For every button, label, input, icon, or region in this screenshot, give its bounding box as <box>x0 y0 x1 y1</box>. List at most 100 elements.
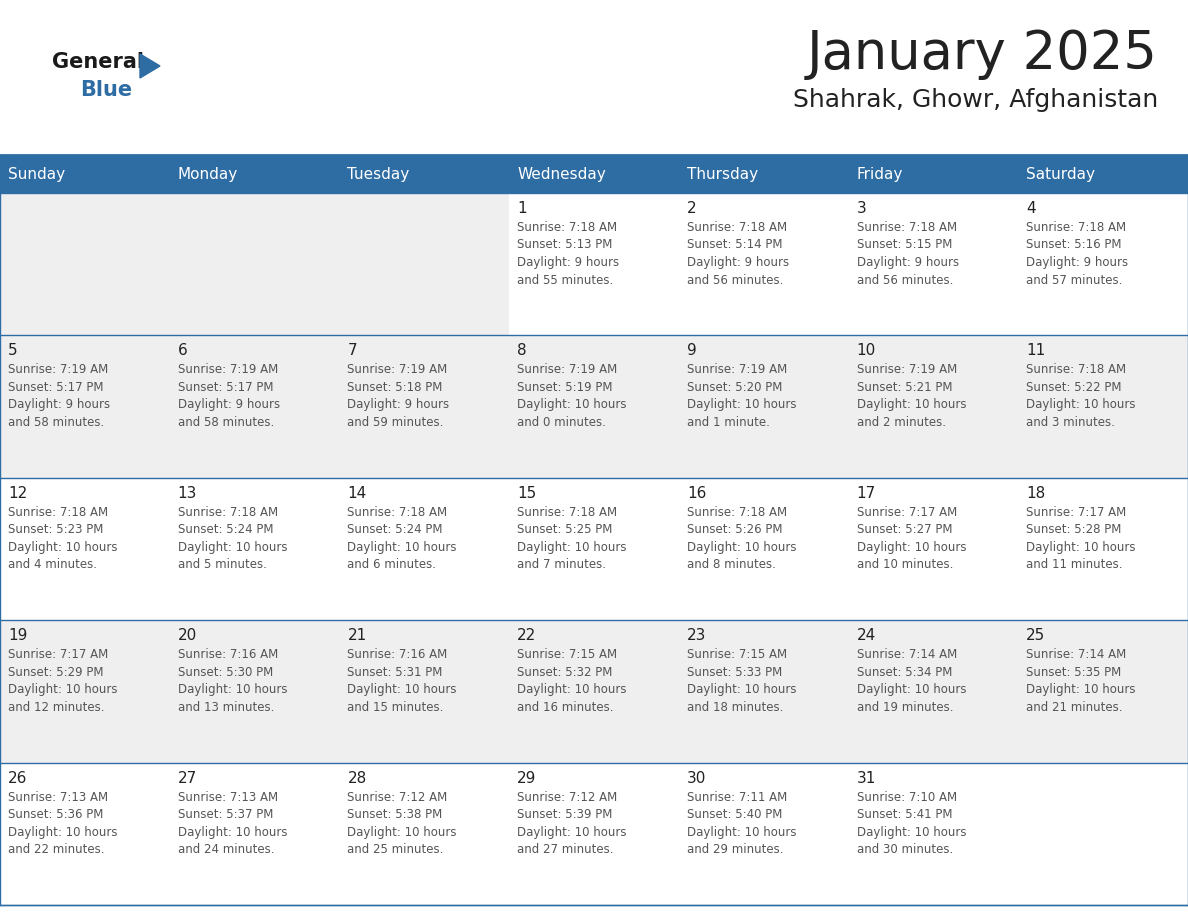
Text: 26: 26 <box>8 770 27 786</box>
Text: 19: 19 <box>8 628 27 644</box>
Text: Sunrise: 7:18 AM
Sunset: 5:25 PM
Daylight: 10 hours
and 7 minutes.: Sunrise: 7:18 AM Sunset: 5:25 PM Dayligh… <box>517 506 626 571</box>
Text: 11: 11 <box>1026 343 1045 358</box>
Bar <box>510 763 678 905</box>
Bar <box>0 335 170 477</box>
Text: Sunrise: 7:18 AM
Sunset: 5:24 PM
Daylight: 10 hours
and 5 minutes.: Sunrise: 7:18 AM Sunset: 5:24 PM Dayligh… <box>178 506 287 571</box>
Bar <box>510 193 678 335</box>
Text: 5: 5 <box>8 343 18 358</box>
Text: Sunrise: 7:17 AM
Sunset: 5:28 PM
Daylight: 10 hours
and 11 minutes.: Sunrise: 7:17 AM Sunset: 5:28 PM Dayligh… <box>1026 506 1136 571</box>
Text: Sunrise: 7:17 AM
Sunset: 5:27 PM
Daylight: 10 hours
and 10 minutes.: Sunrise: 7:17 AM Sunset: 5:27 PM Dayligh… <box>857 506 966 571</box>
Text: Sunrise: 7:18 AM
Sunset: 5:24 PM
Daylight: 10 hours
and 6 minutes.: Sunrise: 7:18 AM Sunset: 5:24 PM Dayligh… <box>347 506 457 571</box>
Text: Sunrise: 7:19 AM
Sunset: 5:20 PM
Daylight: 10 hours
and 1 minute.: Sunrise: 7:19 AM Sunset: 5:20 PM Dayligh… <box>687 364 796 429</box>
Text: Sunrise: 7:19 AM
Sunset: 5:21 PM
Daylight: 10 hours
and 2 minutes.: Sunrise: 7:19 AM Sunset: 5:21 PM Dayligh… <box>857 364 966 429</box>
Text: Sunrise: 7:18 AM
Sunset: 5:26 PM
Daylight: 10 hours
and 8 minutes.: Sunrise: 7:18 AM Sunset: 5:26 PM Dayligh… <box>687 506 796 571</box>
Text: 27: 27 <box>178 770 197 786</box>
Polygon shape <box>140 54 160 78</box>
Bar <box>678 621 848 763</box>
Text: Sunrise: 7:18 AM
Sunset: 5:22 PM
Daylight: 10 hours
and 3 minutes.: Sunrise: 7:18 AM Sunset: 5:22 PM Dayligh… <box>1026 364 1136 429</box>
Bar <box>848 193 1018 335</box>
Text: 23: 23 <box>687 628 706 644</box>
Text: Sunrise: 7:18 AM
Sunset: 5:14 PM
Daylight: 9 hours
and 56 minutes.: Sunrise: 7:18 AM Sunset: 5:14 PM Dayligh… <box>687 221 789 286</box>
Text: Sunrise: 7:18 AM
Sunset: 5:15 PM
Daylight: 9 hours
and 56 minutes.: Sunrise: 7:18 AM Sunset: 5:15 PM Dayligh… <box>857 221 959 286</box>
Bar <box>1018 335 1188 477</box>
Text: Sunrise: 7:13 AM
Sunset: 5:36 PM
Daylight: 10 hours
and 22 minutes.: Sunrise: 7:13 AM Sunset: 5:36 PM Dayligh… <box>8 790 118 856</box>
Text: Sunrise: 7:18 AM
Sunset: 5:16 PM
Daylight: 9 hours
and 57 minutes.: Sunrise: 7:18 AM Sunset: 5:16 PM Dayligh… <box>1026 221 1129 286</box>
Text: 9: 9 <box>687 343 696 358</box>
Text: Sunrise: 7:14 AM
Sunset: 5:34 PM
Daylight: 10 hours
and 19 minutes.: Sunrise: 7:14 AM Sunset: 5:34 PM Dayligh… <box>857 648 966 713</box>
Bar <box>1018 193 1188 335</box>
Text: General: General <box>52 52 144 72</box>
Bar <box>678 477 848 621</box>
Bar <box>170 477 340 621</box>
Text: 25: 25 <box>1026 628 1045 644</box>
Bar <box>678 335 848 477</box>
Bar <box>0 621 170 763</box>
Text: Sunrise: 7:19 AM
Sunset: 5:17 PM
Daylight: 9 hours
and 58 minutes.: Sunrise: 7:19 AM Sunset: 5:17 PM Dayligh… <box>178 364 280 429</box>
Text: Sunrise: 7:13 AM
Sunset: 5:37 PM
Daylight: 10 hours
and 24 minutes.: Sunrise: 7:13 AM Sunset: 5:37 PM Dayligh… <box>178 790 287 856</box>
Text: Sunrise: 7:11 AM
Sunset: 5:40 PM
Daylight: 10 hours
and 29 minutes.: Sunrise: 7:11 AM Sunset: 5:40 PM Dayligh… <box>687 790 796 856</box>
Bar <box>170 621 340 763</box>
Bar <box>0 477 170 621</box>
Text: Sunrise: 7:10 AM
Sunset: 5:41 PM
Daylight: 10 hours
and 30 minutes.: Sunrise: 7:10 AM Sunset: 5:41 PM Dayligh… <box>857 790 966 856</box>
Text: 24: 24 <box>857 628 876 644</box>
Text: Sunrise: 7:17 AM
Sunset: 5:29 PM
Daylight: 10 hours
and 12 minutes.: Sunrise: 7:17 AM Sunset: 5:29 PM Dayligh… <box>8 648 118 713</box>
Bar <box>340 763 510 905</box>
Text: Sunrise: 7:19 AM
Sunset: 5:17 PM
Daylight: 9 hours
and 58 minutes.: Sunrise: 7:19 AM Sunset: 5:17 PM Dayligh… <box>8 364 110 429</box>
Text: Sunrise: 7:14 AM
Sunset: 5:35 PM
Daylight: 10 hours
and 21 minutes.: Sunrise: 7:14 AM Sunset: 5:35 PM Dayligh… <box>1026 648 1136 713</box>
Text: Friday: Friday <box>857 166 903 182</box>
Text: 21: 21 <box>347 628 367 644</box>
Text: Sunrise: 7:18 AM
Sunset: 5:13 PM
Daylight: 9 hours
and 55 minutes.: Sunrise: 7:18 AM Sunset: 5:13 PM Dayligh… <box>517 221 619 286</box>
Text: 13: 13 <box>178 486 197 501</box>
Text: Sunrise: 7:19 AM
Sunset: 5:18 PM
Daylight: 9 hours
and 59 minutes.: Sunrise: 7:19 AM Sunset: 5:18 PM Dayligh… <box>347 364 449 429</box>
Text: Wednesday: Wednesday <box>517 166 606 182</box>
Text: Sunrise: 7:19 AM
Sunset: 5:19 PM
Daylight: 10 hours
and 0 minutes.: Sunrise: 7:19 AM Sunset: 5:19 PM Dayligh… <box>517 364 626 429</box>
Text: 22: 22 <box>517 628 537 644</box>
Text: Sunrise: 7:15 AM
Sunset: 5:33 PM
Daylight: 10 hours
and 18 minutes.: Sunrise: 7:15 AM Sunset: 5:33 PM Dayligh… <box>687 648 796 713</box>
Bar <box>170 763 340 905</box>
Bar <box>1018 763 1188 905</box>
Text: 12: 12 <box>8 486 27 501</box>
Bar <box>848 763 1018 905</box>
Text: 7: 7 <box>347 343 358 358</box>
Text: Tuesday: Tuesday <box>347 166 410 182</box>
Text: Thursday: Thursday <box>687 166 758 182</box>
Text: 2: 2 <box>687 201 696 216</box>
Text: Sunrise: 7:16 AM
Sunset: 5:31 PM
Daylight: 10 hours
and 15 minutes.: Sunrise: 7:16 AM Sunset: 5:31 PM Dayligh… <box>347 648 457 713</box>
Text: Sunrise: 7:16 AM
Sunset: 5:30 PM
Daylight: 10 hours
and 13 minutes.: Sunrise: 7:16 AM Sunset: 5:30 PM Dayligh… <box>178 648 287 713</box>
Text: Sunrise: 7:12 AM
Sunset: 5:39 PM
Daylight: 10 hours
and 27 minutes.: Sunrise: 7:12 AM Sunset: 5:39 PM Dayligh… <box>517 790 626 856</box>
Bar <box>678 193 848 335</box>
Bar <box>0 193 170 335</box>
Text: 17: 17 <box>857 486 876 501</box>
Text: 1: 1 <box>517 201 526 216</box>
Text: Sunrise: 7:18 AM
Sunset: 5:23 PM
Daylight: 10 hours
and 4 minutes.: Sunrise: 7:18 AM Sunset: 5:23 PM Dayligh… <box>8 506 118 571</box>
Bar <box>848 335 1018 477</box>
Bar <box>510 335 678 477</box>
Text: 20: 20 <box>178 628 197 644</box>
Text: 31: 31 <box>857 770 876 786</box>
Bar <box>170 335 340 477</box>
Bar <box>0 763 170 905</box>
Text: 8: 8 <box>517 343 526 358</box>
Bar <box>340 621 510 763</box>
Text: 4: 4 <box>1026 201 1036 216</box>
Text: Shahrak, Ghowr, Afghanistan: Shahrak, Ghowr, Afghanistan <box>792 88 1158 112</box>
Text: 28: 28 <box>347 770 367 786</box>
Text: Monday: Monday <box>178 166 238 182</box>
Bar <box>0 155 1188 193</box>
Text: 14: 14 <box>347 486 367 501</box>
Bar <box>170 193 340 335</box>
Text: 3: 3 <box>857 201 866 216</box>
Bar <box>678 763 848 905</box>
Bar <box>340 477 510 621</box>
Text: 16: 16 <box>687 486 706 501</box>
Bar <box>510 477 678 621</box>
Bar <box>848 477 1018 621</box>
Bar <box>340 193 510 335</box>
Text: Sunrise: 7:15 AM
Sunset: 5:32 PM
Daylight: 10 hours
and 16 minutes.: Sunrise: 7:15 AM Sunset: 5:32 PM Dayligh… <box>517 648 626 713</box>
Text: 30: 30 <box>687 770 706 786</box>
Text: Blue: Blue <box>80 80 132 100</box>
Text: Sunrise: 7:12 AM
Sunset: 5:38 PM
Daylight: 10 hours
and 25 minutes.: Sunrise: 7:12 AM Sunset: 5:38 PM Dayligh… <box>347 790 457 856</box>
Text: 15: 15 <box>517 486 537 501</box>
Bar <box>340 335 510 477</box>
Bar <box>510 621 678 763</box>
